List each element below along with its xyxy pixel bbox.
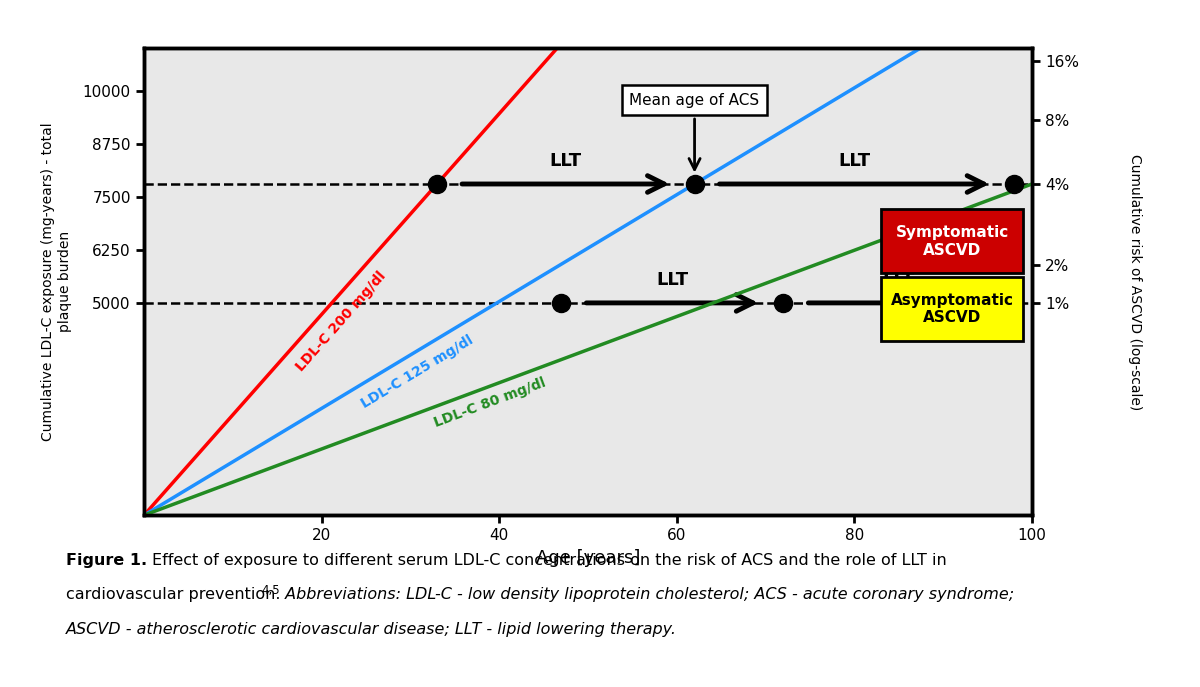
Text: LDL-C 125 mg/dl: LDL-C 125 mg/dl [359, 333, 475, 411]
Text: LDL-C 200 mg/dl: LDL-C 200 mg/dl [293, 269, 389, 374]
Text: LLT: LLT [883, 271, 914, 289]
Text: Abbreviations: LDL-C - low density lipoprotein cholesterol; ACS - acute coronary: Abbreviations: LDL-C - low density lipop… [280, 587, 1014, 602]
Text: LLT: LLT [839, 153, 870, 170]
Text: ASCVD - atherosclerotic cardiovascular disease; LLT - lipid lowering therapy.: ASCVD - atherosclerotic cardiovascular d… [66, 622, 677, 637]
Text: Effect of exposure to different serum LDL-C concentrations on the risk of ACS an: Effect of exposure to different serum LD… [152, 553, 947, 568]
Y-axis label: Cumulative LDL-C exposure (mg-years) - total
plaque burden: Cumulative LDL-C exposure (mg-years) - t… [41, 122, 72, 441]
Bar [881, 210, 1024, 273]
Text: Mean age of ACS: Mean age of ACS [630, 93, 760, 170]
Text: LLT: LLT [656, 271, 689, 289]
Text: Figure 1.: Figure 1. [66, 553, 148, 568]
Bar [881, 278, 1024, 341]
Text: Symptomatic
ASCVD: Symptomatic ASCVD [895, 225, 1009, 258]
Text: cardiovascular prevention.: cardiovascular prevention. [66, 587, 281, 602]
Text: LDL-C 80 mg/dl: LDL-C 80 mg/dl [432, 376, 548, 430]
X-axis label: Age [years]: Age [years] [536, 549, 640, 567]
Y-axis label: Cumulative risk of ASCVD (log-scale): Cumulative risk of ASCVD (log-scale) [1128, 154, 1141, 409]
Text: LLT: LLT [550, 153, 582, 170]
Text: Asymptomatic
ASCVD: Asymptomatic ASCVD [890, 293, 1014, 326]
Text: 4,5: 4,5 [262, 584, 281, 597]
